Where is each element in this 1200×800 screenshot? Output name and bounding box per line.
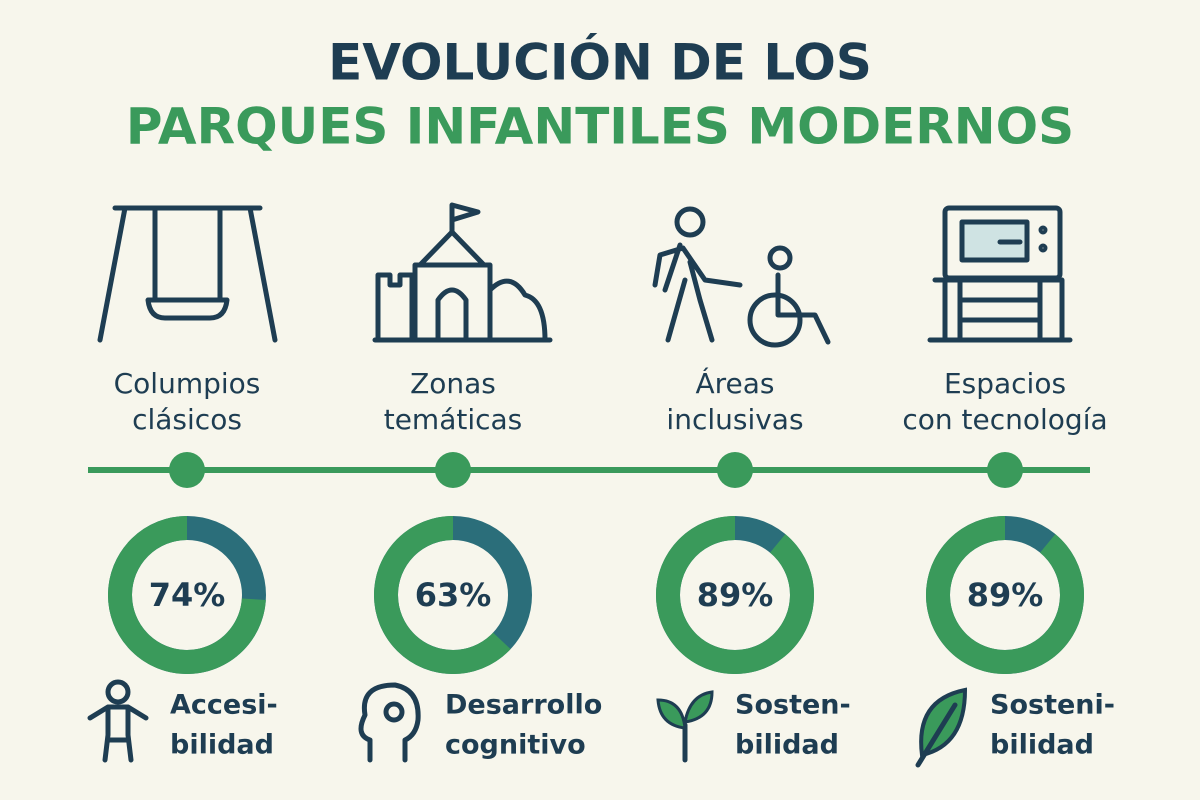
percent-label: 74% — [149, 576, 226, 614]
percent-label: 89% — [697, 576, 774, 614]
stage-label: Sosten- — [735, 690, 851, 721]
stage-label: Accesi- — [170, 690, 278, 721]
donut-arc — [108, 516, 266, 674]
sprout-icon — [656, 690, 714, 763]
stage-label: bilidad — [170, 730, 274, 761]
castle-icon — [372, 202, 553, 343]
stage-label: bilidad — [735, 730, 839, 761]
tech-icon — [927, 205, 1073, 343]
stage-title: clásicos — [132, 403, 242, 436]
donut-arc — [374, 516, 511, 674]
stage-title: Zonas — [410, 367, 496, 400]
timeline-dot — [435, 452, 471, 488]
stage-title: Áreas — [695, 366, 774, 400]
percent-label: 89% — [967, 576, 1044, 614]
leaf-icon — [915, 687, 968, 768]
stage-label: Desarrollo — [445, 690, 602, 721]
stage-title: inclusivas — [666, 403, 803, 436]
percent-label: 63% — [415, 576, 492, 614]
stage-title: temáticas — [384, 403, 523, 436]
title-line2: PARQUES INFANTILES MODERNOS — [126, 98, 1074, 156]
head-icon — [358, 682, 421, 763]
inclusive-icon — [652, 206, 831, 348]
person-icon — [87, 679, 149, 763]
stage-label: bilidad — [990, 730, 1094, 761]
donut-arc — [926, 516, 1084, 674]
swing-icon — [97, 205, 278, 343]
stage-title: con tecnología — [902, 403, 1107, 436]
timeline-dot — [987, 452, 1023, 488]
timeline-dot — [717, 452, 753, 488]
title-line1: EVOLUCIÓN DE LOS — [328, 33, 872, 92]
timeline-dot — [169, 452, 205, 488]
stage-label: cognitivo — [445, 730, 586, 761]
stage-label: Sosteni- — [990, 690, 1115, 721]
stage-title: Espacios — [944, 367, 1066, 400]
stage-title: Columpios — [114, 367, 261, 400]
donut-arc — [656, 516, 814, 674]
